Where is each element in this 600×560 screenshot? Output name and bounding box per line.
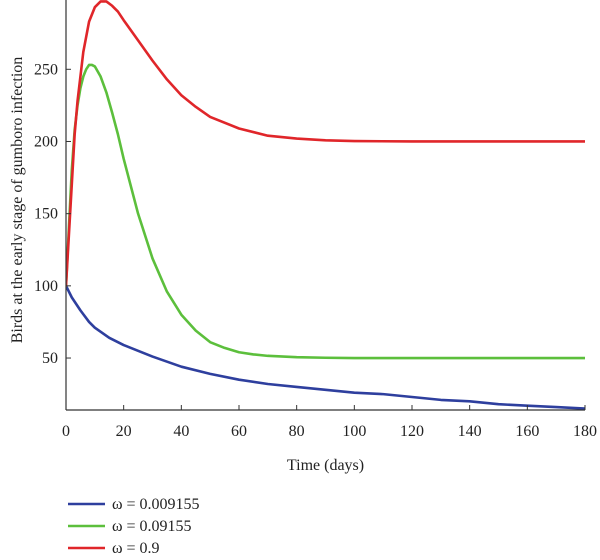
x-tick-label: 60: [231, 423, 247, 440]
series-line-1: [66, 284, 585, 410]
plot-lines: [66, 0, 585, 410]
y-tick-label: 100: [34, 278, 58, 295]
series-line-2: [66, 63, 585, 360]
x-tick-label: 40: [173, 423, 189, 440]
x-ticks: 0 20 40 60 80 100 120 140 160 180: [62, 405, 597, 440]
legend-label-1: ω = 0.009155: [112, 496, 200, 513]
legend-label-3: ω = 0.9: [112, 540, 160, 557]
x-tick-label: 120: [400, 423, 424, 440]
x-tick-label: 20: [116, 423, 132, 440]
x-tick-label: 160: [515, 423, 539, 440]
y-tick-label: 200: [34, 133, 58, 150]
series-line-3: [66, 0, 585, 288]
legend: ω = 0.009155 ω = 0.09155 ω = 0.9: [68, 496, 200, 557]
x-tick-label: 100: [342, 423, 366, 440]
x-tick-label: 140: [458, 423, 482, 440]
y-tick-label: 250: [34, 61, 58, 78]
y-axis-label: Birds at the early stage of gumboro infe…: [9, 57, 26, 344]
y-ticks: 50 100 150 200 250: [34, 61, 71, 367]
legend-label-2: ω = 0.09155: [112, 518, 192, 535]
x-axis-label: Time (days): [287, 457, 364, 474]
axes: [65, 0, 585, 411]
x-tick-label: 180: [573, 423, 597, 440]
x-tick-label: 80: [289, 423, 305, 440]
y-tick-label: 50: [42, 350, 58, 367]
x-tick-label: 0: [62, 423, 70, 440]
y-tick-label: 150: [34, 206, 58, 223]
